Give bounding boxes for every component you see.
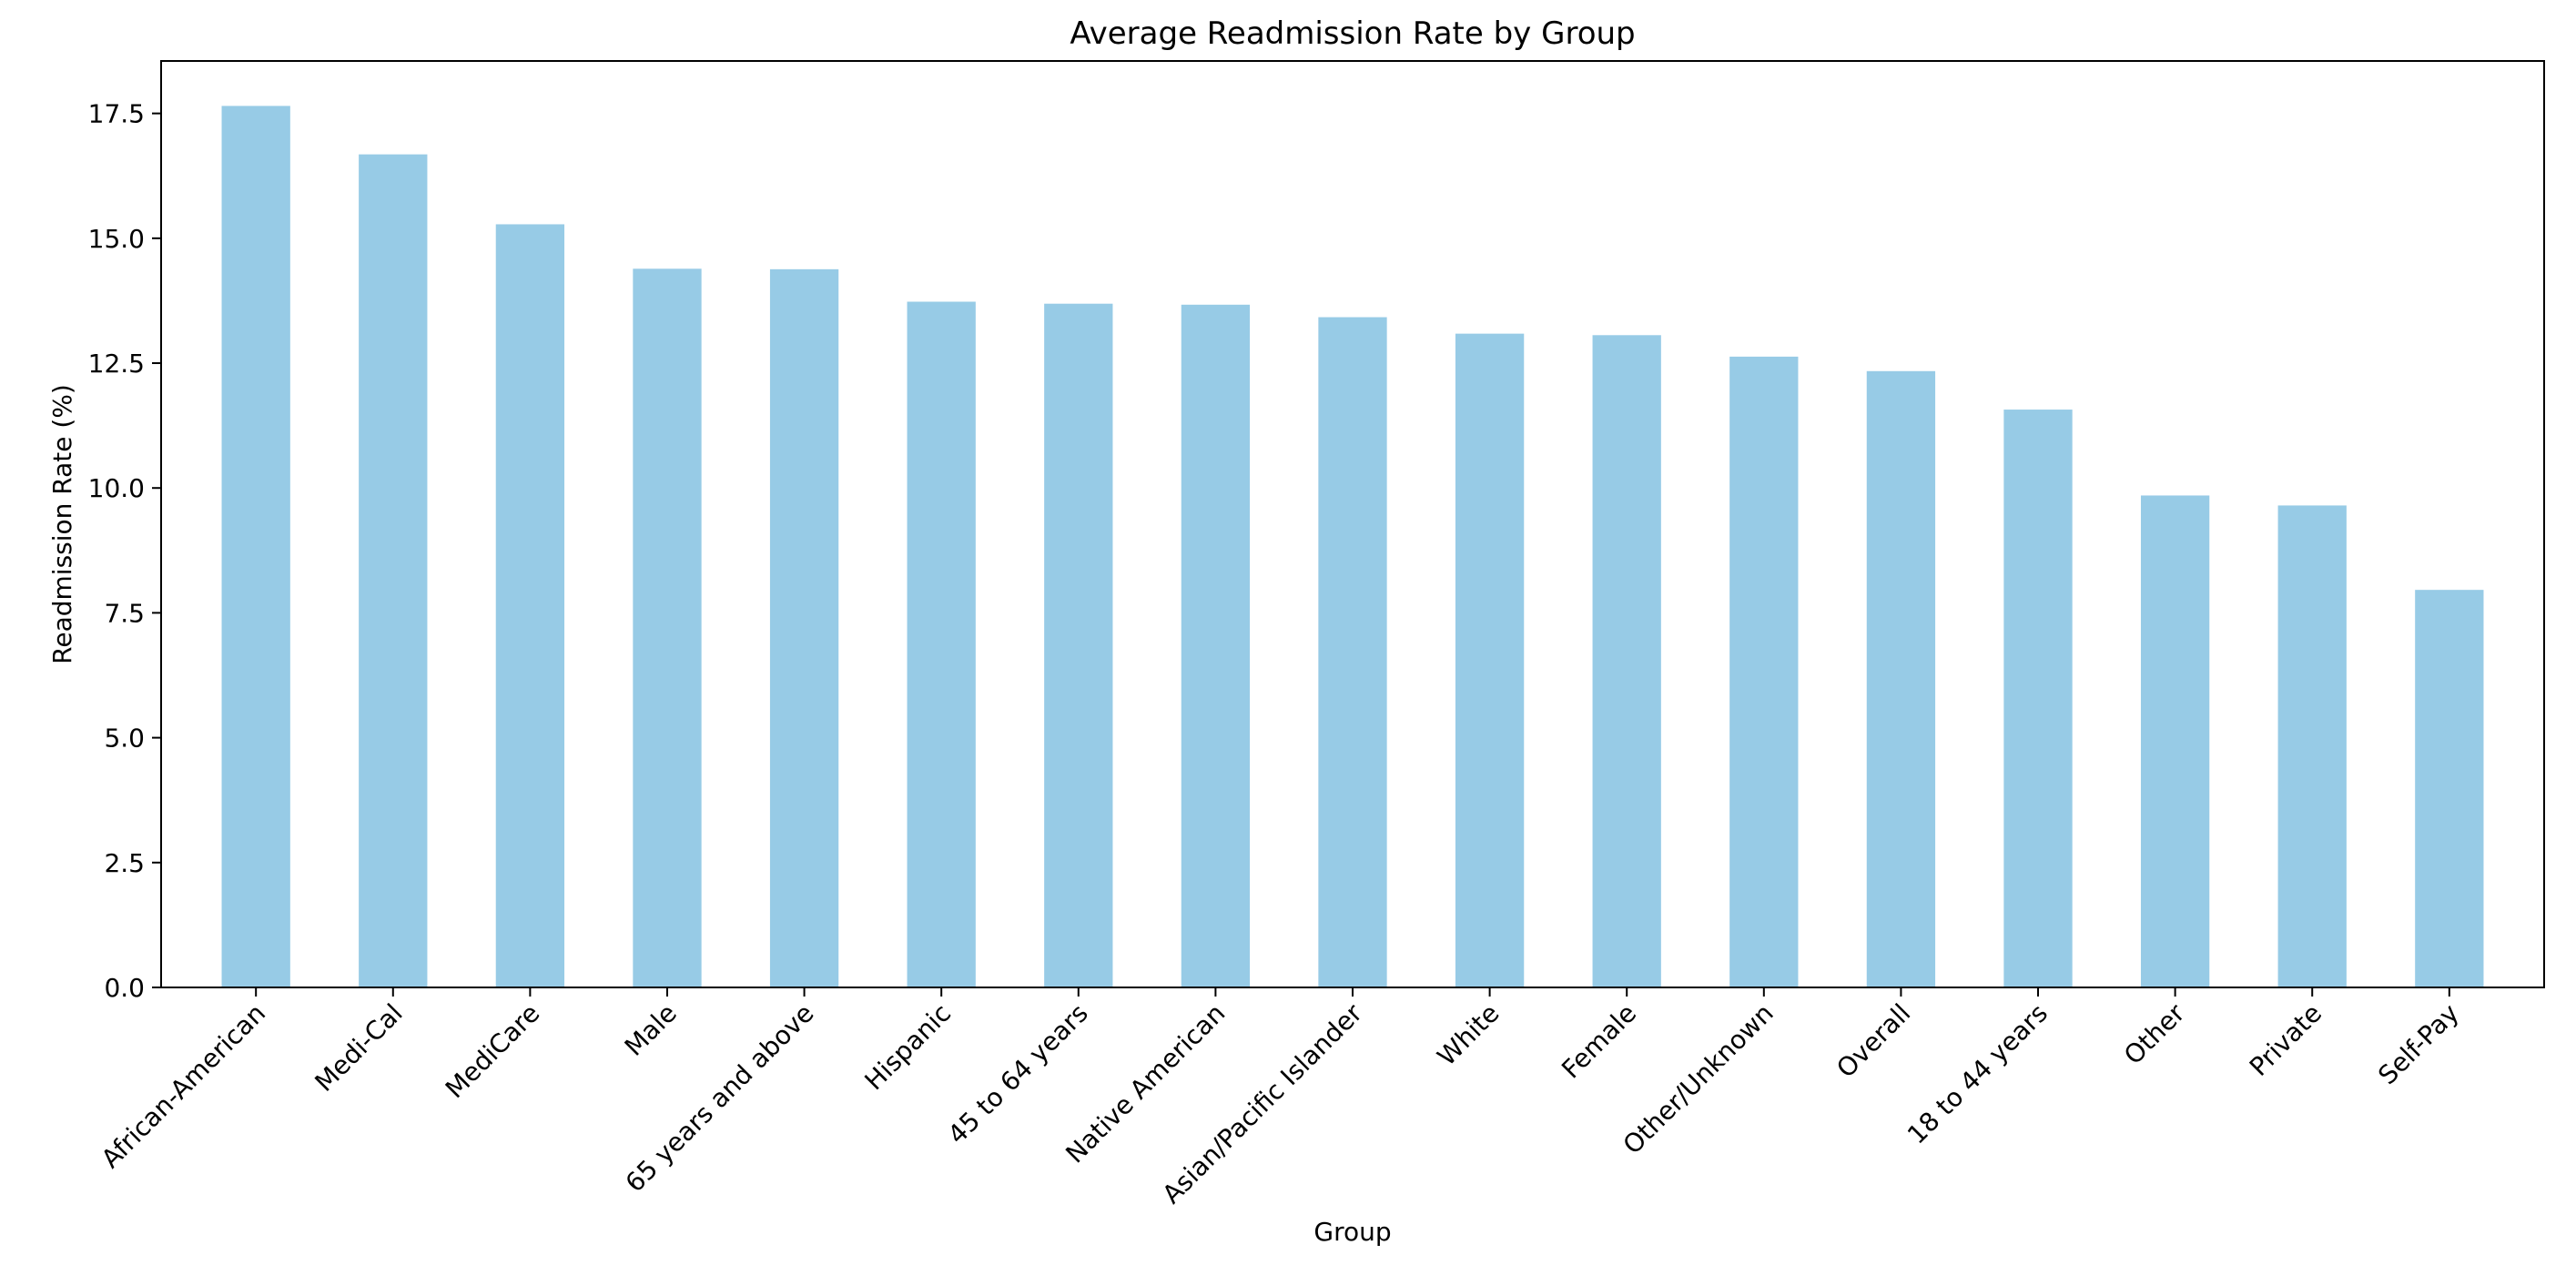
y-tick-label: 12.5 <box>88 349 145 379</box>
bar-self-pay <box>2415 590 2484 987</box>
bar-native-american <box>1181 304 1251 987</box>
y-axis-label: Readmission Rate (%) <box>47 384 77 664</box>
x-tick-label: African-American <box>96 998 271 1174</box>
x-axis-label: Group <box>1313 1217 1391 1247</box>
x-tick-label: Private <box>2244 998 2328 1082</box>
x-tick-label: Self-Pay <box>2372 998 2465 1091</box>
y-tick-label: 0.0 <box>104 973 145 1003</box>
bar-65-years-and-above <box>769 268 839 987</box>
plot-frame <box>160 60 2545 988</box>
y-tick-label: 10.0 <box>88 473 145 503</box>
bar-hispanic <box>907 301 976 987</box>
bar-white <box>1455 333 1525 988</box>
x-tick-label: 18 to 44 years <box>1902 998 2054 1150</box>
bar-medicare <box>495 224 565 987</box>
chart-title: Average Readmission Rate by Group <box>1070 15 1635 52</box>
x-tick-label: White <box>1432 998 1506 1072</box>
y-tick-label: 17.5 <box>88 99 145 129</box>
bar-45-to-64-years <box>1044 303 1113 987</box>
bar-18-to-44-years <box>2003 410 2073 988</box>
bars-layer <box>221 106 2484 988</box>
bar-female <box>1592 335 1661 988</box>
y-tick-label: 2.5 <box>104 848 145 878</box>
x-tick-label: Male <box>619 998 683 1062</box>
x-tick-label: Other <box>2118 997 2191 1070</box>
bar-private <box>2277 505 2347 987</box>
x-tick-label: MediCare <box>440 998 546 1105</box>
y-tick-label: 7.5 <box>104 598 145 628</box>
bar-medi-cal <box>359 154 428 988</box>
y-tick-label: 5.0 <box>104 724 145 754</box>
x-tick-label: Hispanic <box>858 998 957 1097</box>
bar-other-unknown <box>1729 356 1799 987</box>
y-axis: 0.0 2.5 5.0 7.5 10.0 12.5 15.0 17.5 <box>88 99 161 1003</box>
x-tick-label: Medi-Cal <box>309 998 408 1098</box>
y-tick-label: 15.0 <box>88 224 145 254</box>
x-tick-label: Overall <box>1831 998 1916 1084</box>
bar-asian-pacific-islander <box>1318 317 1387 987</box>
x-tick-label: 45 to 64 years <box>942 998 1094 1150</box>
bar-overall <box>1866 370 1936 987</box>
bar-other <box>2140 495 2210 987</box>
x-tick-label: Other/Unknown <box>1618 998 1780 1160</box>
x-tick-label: Female <box>1556 998 1642 1085</box>
bar-african-american <box>221 106 290 987</box>
bar-male <box>633 268 702 987</box>
